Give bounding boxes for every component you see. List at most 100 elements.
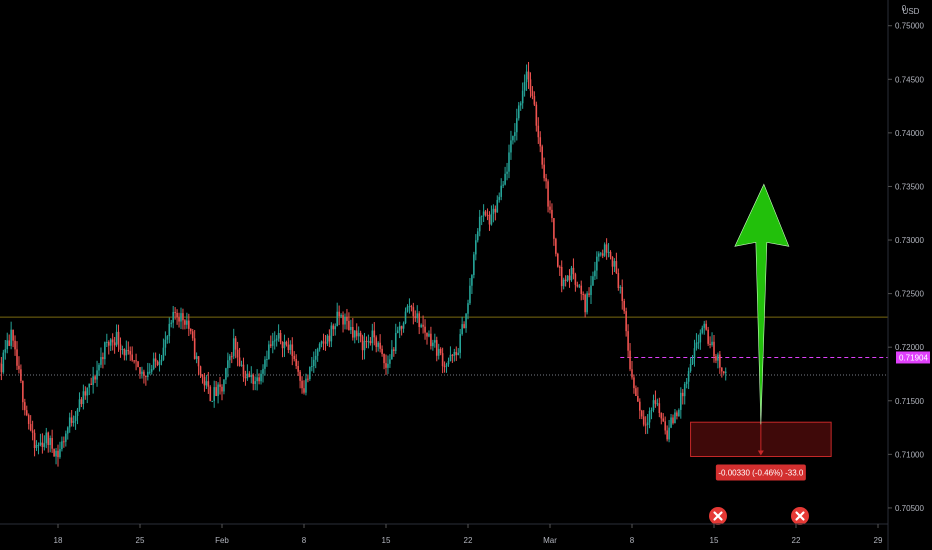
candle-up: [312, 359, 315, 367]
candle-up: [566, 275, 569, 281]
candle-up: [596, 256, 598, 271]
candle-up: [271, 341, 274, 346]
candle-down: [111, 339, 114, 343]
candle-down: [123, 349, 126, 356]
candle-down: [435, 340, 438, 356]
candle-up: [266, 358, 268, 360]
candle-down: [463, 324, 465, 329]
candle-down: [131, 354, 133, 361]
candle-up: [2, 352, 5, 373]
candle-up: [66, 427, 69, 434]
price-axis[interactable]: 0.75000 0.74500 0.74000 0.73500 0.73000 0.725…: [888, 22, 924, 513]
candle-up: [158, 361, 161, 365]
candle-down: [230, 356, 233, 358]
time-axis[interactable]: 18 25 Feb 8 15 22 Mar 8 15 22 29: [54, 524, 883, 545]
close-circle-icon[interactable]: [791, 507, 809, 525]
price-tag[interactable]: [896, 351, 930, 364]
candle-down: [352, 326, 354, 338]
candle-down: [400, 326, 403, 329]
candle-up: [693, 348, 696, 359]
price-tag-text: 0.71904: [899, 353, 928, 362]
candle-down: [681, 392, 684, 397]
candle-up: [367, 341, 370, 343]
candle-down: [31, 430, 34, 433]
candle-down: [623, 301, 625, 312]
candle-up: [213, 387, 215, 401]
candle-down: [117, 331, 120, 345]
candle-down: [709, 343, 711, 346]
candle-down: [307, 378, 309, 380]
candle-up: [318, 343, 321, 350]
time-axis-label: 15: [382, 536, 391, 545]
candle-up: [404, 311, 407, 324]
candle-up: [240, 364, 243, 366]
candle-down: [25, 410, 28, 416]
candle-up: [717, 354, 719, 361]
price-axis-label: 0.74500: [895, 75, 924, 84]
candle-up: [724, 371, 727, 373]
candle-up: [646, 422, 649, 426]
measure-arrowhead: [757, 450, 764, 456]
candle-up: [519, 103, 522, 106]
up-arrow-icon[interactable]: [734, 183, 790, 425]
candle-down: [203, 376, 206, 386]
candle-down: [51, 438, 53, 449]
candle-up: [180, 313, 182, 322]
candle-down: [94, 376, 96, 380]
candle-up: [496, 199, 499, 213]
candle-up: [703, 323, 706, 328]
candle-up: [490, 213, 493, 225]
candle-up: [205, 381, 208, 386]
candle-down: [258, 377, 260, 382]
candle-up: [250, 374, 253, 378]
candle-down: [219, 384, 221, 387]
candle-down: [143, 371, 145, 376]
candle-down: [631, 369, 633, 378]
candle-down: [441, 353, 444, 367]
candle-down: [721, 367, 723, 372]
candle-down: [80, 399, 83, 405]
candle-up: [476, 231, 479, 241]
candle-down: [658, 403, 661, 414]
time-axis-label: 18: [54, 536, 63, 545]
measure-label-box: [715, 464, 806, 481]
candle-up: [148, 371, 151, 373]
candle-up: [668, 427, 670, 440]
candle-down: [242, 364, 245, 377]
candle-up: [289, 344, 292, 351]
candle-down: [555, 238, 557, 254]
candle-down: [102, 357, 104, 360]
candle-up: [232, 338, 235, 357]
candle-up: [467, 303, 469, 314]
candle-up: [330, 325, 333, 342]
candles: [0, 61, 727, 467]
candle-down: [609, 251, 612, 257]
candle-down: [279, 332, 282, 342]
candle-down: [178, 317, 180, 322]
candle-up: [510, 140, 512, 153]
candle-up: [480, 215, 483, 217]
candle-up: [394, 333, 397, 352]
candle-up: [121, 349, 124, 351]
candle-down: [301, 380, 303, 389]
candle-up: [656, 403, 659, 405]
candle-up: [152, 358, 155, 370]
close-circle-icon[interactable]: [709, 507, 727, 525]
candle-down: [221, 386, 223, 392]
candle-up: [211, 400, 214, 402]
candle-up: [65, 433, 67, 442]
candle-up: [10, 329, 12, 346]
candle-down: [184, 320, 186, 325]
candle-down: [666, 430, 668, 440]
candle-up: [88, 383, 91, 388]
candle-up: [391, 349, 393, 360]
candle-down: [617, 273, 620, 288]
candle-down: [197, 356, 200, 367]
candle-down: [621, 287, 624, 302]
candle-down: [252, 374, 255, 384]
candle-down: [127, 349, 130, 352]
candle-up: [687, 371, 690, 382]
candle-down: [156, 361, 159, 365]
candle-down: [539, 137, 542, 147]
